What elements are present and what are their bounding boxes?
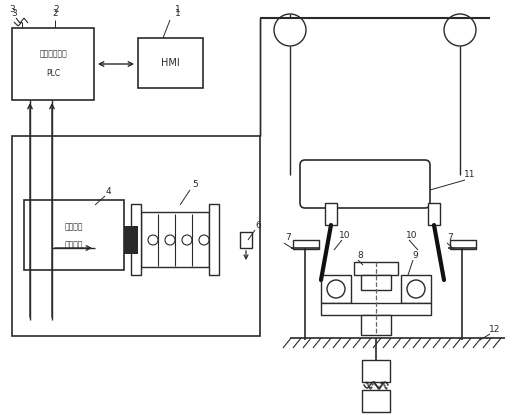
Text: 11: 11 [464,171,476,180]
Text: 12: 12 [489,325,501,334]
Text: 7: 7 [285,234,291,242]
Bar [361,315,391,335]
Circle shape [274,14,306,46]
Bar [293,240,319,249]
Bar [401,275,431,303]
Bar [141,212,209,268]
Circle shape [199,235,209,245]
Circle shape [444,14,476,46]
Text: 9: 9 [412,251,418,259]
Bar [138,38,203,88]
Bar [321,275,351,303]
Circle shape [165,235,175,245]
Bar [362,390,390,412]
Bar [354,262,398,275]
Bar [450,240,476,249]
Text: 2: 2 [53,5,59,15]
Text: 7: 7 [447,234,453,242]
Text: 10: 10 [339,230,351,239]
Text: 6: 6 [255,220,261,229]
Bar [240,232,252,248]
Text: 绞车接口: 绞车接口 [65,222,83,232]
Circle shape [182,235,192,245]
Text: 2: 2 [52,10,58,19]
Text: 5: 5 [192,181,198,190]
Bar [428,203,440,225]
Bar [12,28,94,100]
Text: 8: 8 [357,251,363,259]
Bar [24,200,124,270]
Text: 控制系统: 控制系统 [65,241,83,249]
Bar [124,226,138,254]
Bar [361,275,391,290]
Text: 3: 3 [9,5,15,15]
Circle shape [148,235,158,245]
Bar [12,136,260,336]
Text: 1: 1 [175,10,181,19]
Text: 综合控制系统: 综合控制系统 [39,49,67,59]
Text: HMI: HMI [161,58,180,68]
Circle shape [327,280,345,298]
Circle shape [407,280,425,298]
Bar [362,360,390,382]
Bar [131,205,141,276]
FancyBboxPatch shape [300,160,430,208]
Text: 3: 3 [11,10,17,19]
Text: 10: 10 [406,230,418,239]
Text: 4: 4 [105,188,111,196]
Bar [325,203,337,225]
Text: 1: 1 [175,5,181,15]
Bar [209,205,219,276]
Bar [321,303,431,315]
Text: PLC: PLC [46,69,60,78]
